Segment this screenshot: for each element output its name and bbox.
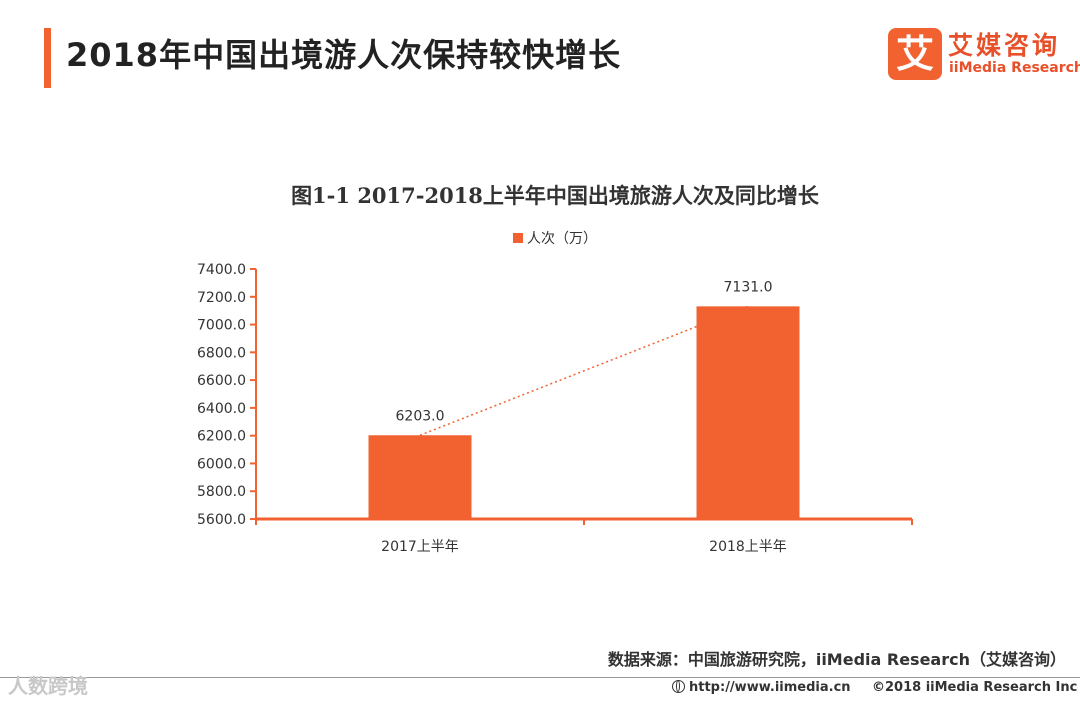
y-tick-label: 5600.0 bbox=[197, 512, 246, 528]
logo-english-name: iiMedia Research bbox=[949, 60, 1080, 76]
watermark: 人数跨境 bbox=[8, 674, 88, 698]
y-tick-label: 7400.0 bbox=[197, 262, 246, 278]
footer-url: http://www.iimedia.cn bbox=[672, 680, 851, 695]
y-tick-label: 5800.0 bbox=[197, 484, 246, 500]
footer-divider bbox=[0, 677, 1080, 678]
bar bbox=[696, 306, 800, 519]
x-tick-label: 2017上半年 bbox=[381, 539, 459, 555]
y-tick-label: 6000.0 bbox=[197, 456, 246, 472]
brand-logo: 艾 艾媒咨询 iiMedia Research bbox=[888, 28, 1080, 82]
legend-label: 人次（万） bbox=[527, 231, 597, 247]
y-tick-label: 6400.0 bbox=[197, 401, 246, 417]
bar-value-label: 7131.0 bbox=[724, 279, 773, 295]
chart-title: 图1-1 2017-2018上半年中国出境旅游人次及同比增长 bbox=[291, 183, 819, 208]
y-tick-label: 6800.0 bbox=[197, 345, 246, 361]
y-tick-label: 6600.0 bbox=[197, 373, 246, 389]
x-tick-label: 2018上半年 bbox=[709, 539, 787, 555]
logo-chinese-name: 艾媒咨询 bbox=[948, 31, 1061, 60]
y-tick-label: 7200.0 bbox=[197, 290, 246, 306]
footer-copyright: ©2018 iiMedia Research Inc bbox=[872, 680, 1078, 695]
trend-line bbox=[419, 305, 749, 436]
title-accent-bar bbox=[44, 28, 51, 88]
y-tick-label: 6200.0 bbox=[197, 429, 246, 445]
footer-url-text: http://www.iimedia.cn bbox=[689, 680, 851, 695]
bar bbox=[368, 435, 472, 519]
logo-mark: 艾 bbox=[888, 28, 942, 80]
page-title: 2018年中国出境游人次保持较快增长 bbox=[66, 36, 622, 74]
bar-value-label: 6203.0 bbox=[396, 408, 445, 424]
data-source: 数据来源：中国旅游研究院，iiMedia Research（艾媒咨询） bbox=[607, 650, 1066, 669]
legend-swatch bbox=[513, 233, 523, 243]
y-tick-label: 7000.0 bbox=[197, 318, 246, 334]
globe-icon bbox=[672, 680, 685, 693]
